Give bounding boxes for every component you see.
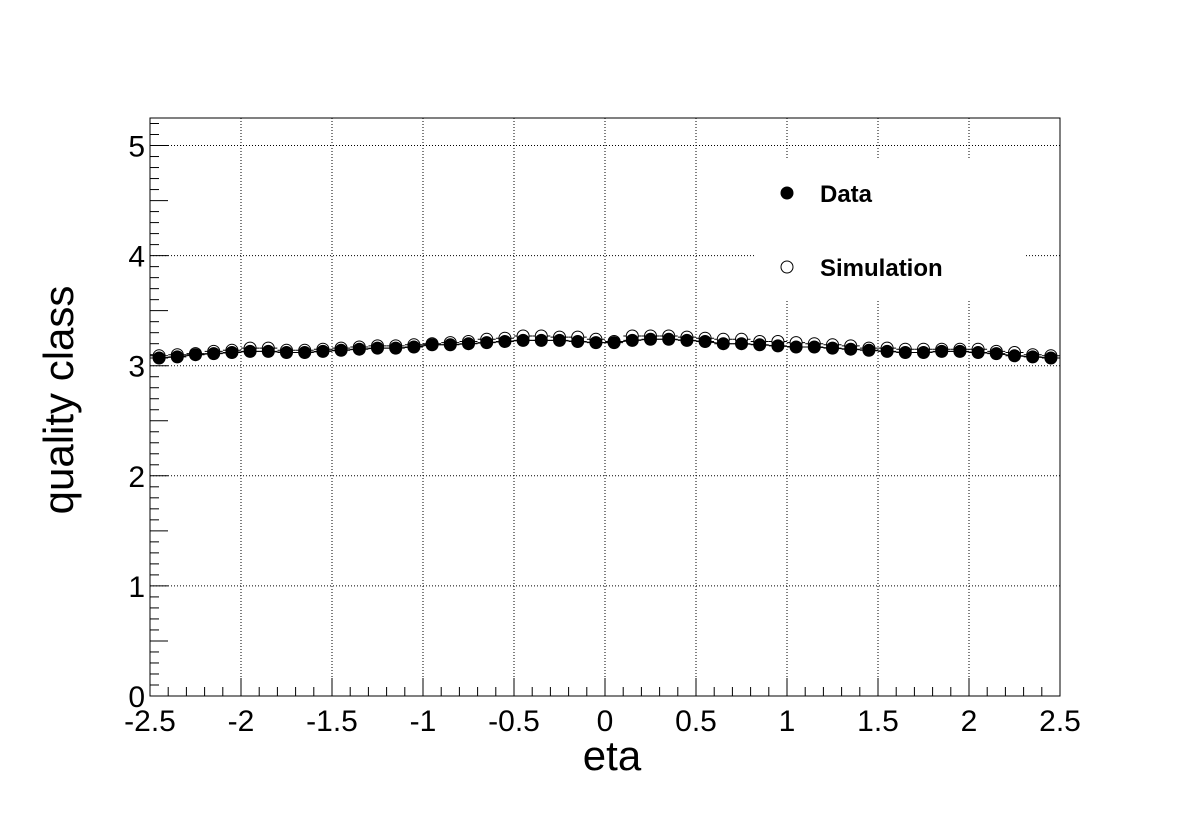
data-point: [316, 344, 330, 358]
data-point: [862, 343, 876, 357]
data-point: [716, 337, 730, 351]
x-tick-label: 2.5: [1039, 705, 1081, 738]
data-point: [1026, 350, 1040, 364]
data-point: [989, 347, 1003, 361]
data-point: [280, 346, 293, 360]
legend-data-label: Data: [820, 181, 873, 208]
data-point: [735, 337, 748, 351]
x-axis-title: eta: [583, 732, 642, 779]
data-point: [534, 333, 548, 347]
y-axis-title: quality class: [35, 286, 82, 515]
data-point: [480, 336, 494, 350]
y-tick-label: 3: [128, 351, 145, 384]
x-tick-label: 0.5: [675, 705, 717, 738]
data-point: [371, 341, 384, 355]
data-point: [807, 340, 821, 354]
legend-simulation-label: Simulation: [820, 255, 943, 282]
data-point: [443, 338, 457, 352]
data-point: [662, 332, 676, 346]
ticks-layer: -2.5 -2 -1.5 -1 -0.5 0 0.5 1 1.5 2 2.5 0 1 2 3 4 5: [124, 123, 1081, 738]
data-point: [880, 344, 894, 358]
x-tick-label: 2: [961, 705, 978, 738]
legend-simulation-marker: [780, 260, 794, 274]
data-point: [898, 346, 912, 360]
data-point: [680, 333, 694, 347]
data-point: [352, 342, 366, 356]
data-point: [152, 351, 166, 365]
data-point: [917, 346, 930, 360]
data-point: [789, 340, 803, 354]
data-point: [698, 334, 712, 348]
data-point: [935, 344, 949, 358]
data-point: [1008, 349, 1021, 363]
data-point: [243, 344, 257, 358]
data-point: [1044, 351, 1058, 365]
x-tick-label: 1.5: [857, 705, 899, 738]
x-tick-label: 0: [597, 705, 614, 738]
data-point: [607, 336, 621, 350]
x-tick-label: -2: [228, 705, 255, 738]
data-point: [207, 347, 221, 361]
series-layer: [150, 329, 1060, 365]
data-point: [571, 334, 585, 348]
y-tick-label: 2: [128, 461, 145, 494]
y-tick-label: 4: [128, 241, 145, 274]
data-point: [516, 333, 530, 347]
data-point: [953, 344, 967, 358]
x-tick-label: -1: [410, 705, 437, 738]
data-point: [298, 346, 312, 360]
legend-box: [755, 160, 1025, 300]
x-tick-label: -2.5: [124, 705, 176, 738]
legend: Data Simulation: [755, 160, 1025, 300]
y-tick-label: 0: [128, 681, 145, 714]
data-point: [644, 332, 657, 346]
data-point: [498, 334, 512, 348]
data-point: [771, 339, 785, 353]
legend-data-marker: [780, 186, 794, 200]
x-tick-label: -0.5: [488, 705, 540, 738]
data-point: [334, 343, 348, 357]
data-point: [170, 350, 184, 364]
data-point: [625, 333, 639, 347]
data-point: [425, 338, 439, 352]
data-point: [462, 337, 475, 351]
y-tick-label: 1: [128, 571, 145, 604]
data-point: [971, 346, 985, 360]
data-point: [844, 342, 858, 356]
data-point: [826, 341, 839, 355]
x-tick-label: 1: [779, 705, 796, 738]
data-point: [753, 338, 767, 352]
data-point: [225, 346, 239, 360]
data-point: [589, 336, 603, 350]
data-point: [553, 333, 566, 347]
y-tick-label: 5: [128, 131, 145, 164]
data-point: [189, 348, 202, 362]
data-point: [389, 341, 403, 355]
data-point: [261, 344, 275, 358]
x-tick-label: -1.5: [306, 705, 358, 738]
data-point: [407, 340, 421, 354]
